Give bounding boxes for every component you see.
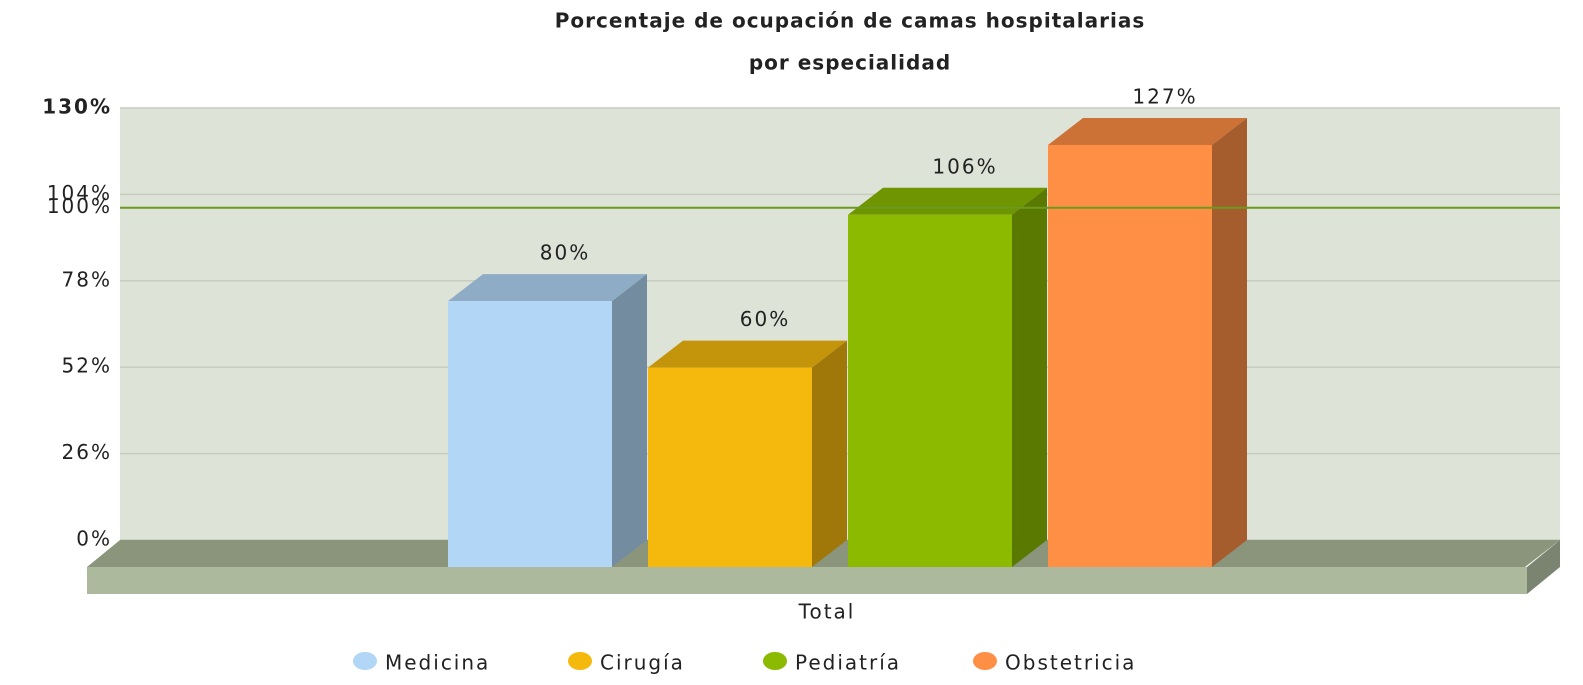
legend-label: Cirugía — [600, 651, 685, 675]
y-tick-label: 0% — [76, 527, 112, 551]
x-tick-label: Total — [798, 600, 856, 624]
data-label: 80% — [540, 241, 590, 265]
bar-top — [848, 187, 1047, 215]
bar-side — [612, 274, 647, 567]
bar — [848, 214, 1012, 567]
legend-marker — [763, 652, 787, 670]
chart-title: por especialidad — [749, 51, 951, 75]
legend-label: Medicina — [385, 651, 490, 675]
legend-label: Pediatría — [795, 651, 901, 675]
bar-top — [448, 274, 647, 302]
y-tick-label: 104% — [47, 181, 112, 205]
bar-top — [1048, 117, 1247, 145]
bar-side — [812, 340, 847, 567]
y-tick-label: 26% — [62, 440, 112, 464]
y-tick-label: 52% — [62, 354, 112, 378]
legend-label: Obstetricia — [1005, 651, 1136, 675]
bar-top — [648, 340, 847, 368]
data-label: 127% — [1132, 84, 1197, 108]
y-tick-label: 130% — [42, 95, 112, 119]
y-tick-label: 78% — [62, 267, 112, 291]
floor-front — [87, 567, 1527, 594]
bar-side — [1212, 117, 1247, 567]
floor-side — [1527, 540, 1560, 594]
data-label: 60% — [740, 307, 790, 331]
legend-marker — [568, 652, 592, 670]
data-label: 106% — [932, 154, 997, 178]
bar — [1048, 144, 1212, 567]
bar-side — [1012, 187, 1047, 567]
bar — [648, 367, 812, 567]
legend-marker — [353, 652, 377, 670]
chart-title: Porcentaje de ocupación de camas hospita… — [555, 9, 1145, 33]
legend-marker — [973, 652, 997, 670]
trend-label: 100% — [47, 194, 112, 218]
bar — [448, 301, 612, 567]
